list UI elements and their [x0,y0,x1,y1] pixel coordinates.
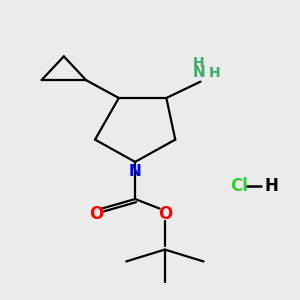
Text: O: O [89,205,103,223]
Text: O: O [158,205,172,223]
Text: N: N [129,164,142,179]
Text: N: N [193,65,206,80]
Text: H: H [209,66,220,80]
Text: H: H [264,177,278,195]
Text: Cl: Cl [230,177,248,195]
Text: H: H [193,56,205,70]
